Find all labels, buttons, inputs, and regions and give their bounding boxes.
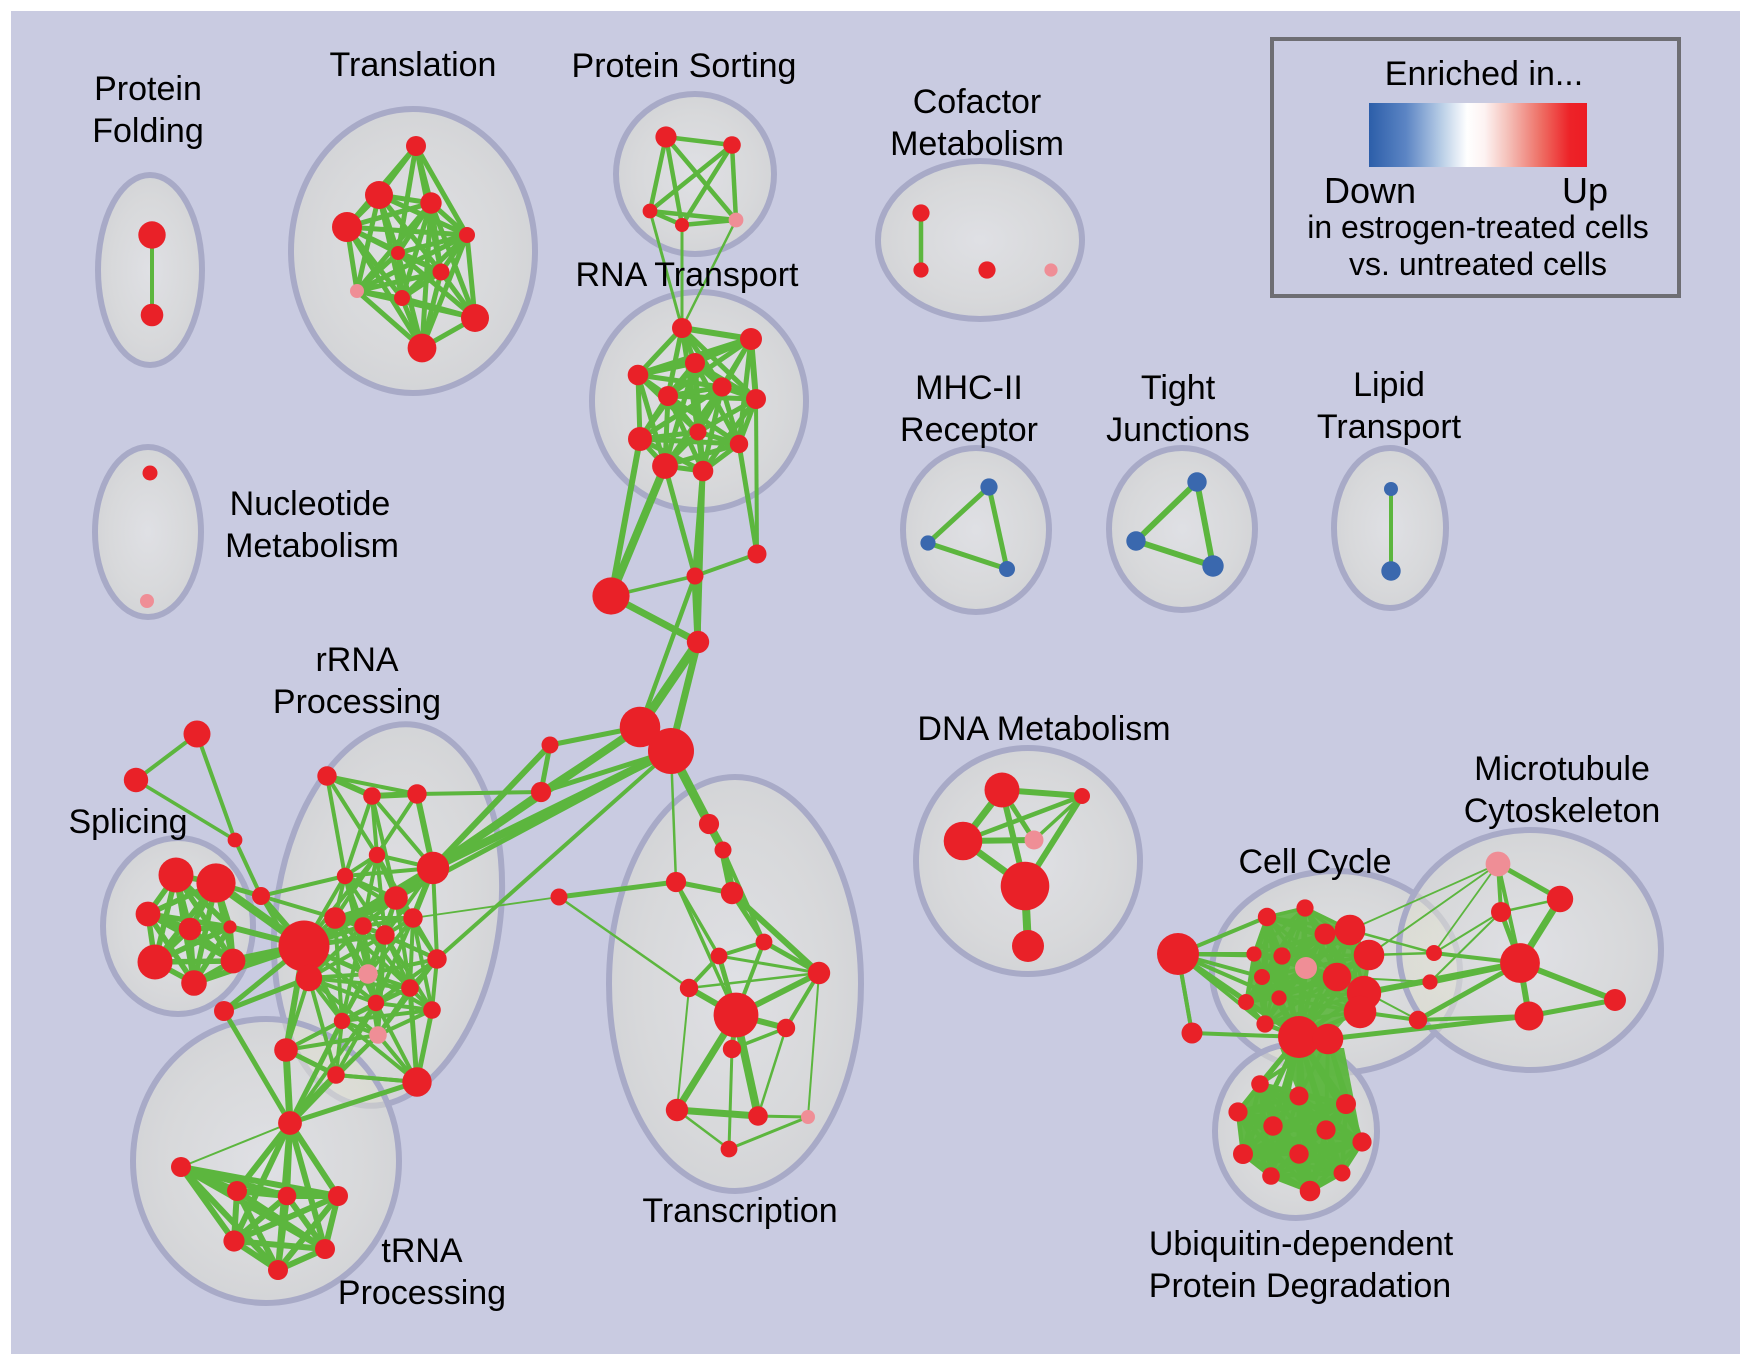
svg-text:Transport: Transport — [1317, 408, 1462, 446]
svg-text:Junctions: Junctions — [1106, 411, 1250, 449]
svg-text:Transcription: Transcription — [642, 1192, 837, 1230]
svg-text:Protein Degradation: Protein Degradation — [1149, 1267, 1451, 1305]
svg-text:Processing: Processing — [273, 683, 441, 721]
svg-text:Nucleotide: Nucleotide — [230, 485, 391, 523]
svg-text:Tight: Tight — [1141, 369, 1216, 407]
svg-text:Protein Sorting: Protein Sorting — [572, 47, 797, 85]
svg-text:RNA Transport: RNA Transport — [576, 256, 800, 294]
svg-text:in estrogen-treated cells: in estrogen-treated cells — [1307, 209, 1649, 245]
svg-text:Up: Up — [1562, 170, 1608, 211]
svg-text:DNA Metabolism: DNA Metabolism — [917, 710, 1170, 748]
svg-text:Down: Down — [1324, 170, 1416, 211]
svg-text:tRNA: tRNA — [381, 1232, 463, 1270]
svg-text:MHC-II: MHC-II — [915, 369, 1023, 407]
svg-text:rRNA: rRNA — [315, 641, 398, 679]
svg-text:Ubiquitin-dependent: Ubiquitin-dependent — [1149, 1225, 1454, 1263]
svg-text:Lipid: Lipid — [1353, 366, 1425, 404]
svg-text:Cytoskeleton: Cytoskeleton — [1464, 792, 1661, 830]
svg-text:Metabolism: Metabolism — [890, 125, 1064, 163]
svg-text:Processing: Processing — [338, 1274, 506, 1312]
svg-text:Microtubule: Microtubule — [1474, 750, 1650, 788]
svg-text:Receptor: Receptor — [900, 411, 1038, 449]
svg-text:Protein: Protein — [94, 70, 202, 108]
svg-text:Cofactor: Cofactor — [913, 83, 1042, 121]
svg-text:Cell Cycle: Cell Cycle — [1238, 843, 1391, 881]
svg-text:vs. untreated cells: vs. untreated cells — [1349, 246, 1607, 282]
svg-text:Enriched in...: Enriched in... — [1385, 55, 1583, 93]
svg-text:Splicing: Splicing — [68, 803, 187, 841]
svg-text:Metabolism: Metabolism — [225, 527, 399, 565]
svg-text:Translation: Translation — [330, 46, 497, 84]
svg-text:Folding: Folding — [92, 112, 204, 150]
